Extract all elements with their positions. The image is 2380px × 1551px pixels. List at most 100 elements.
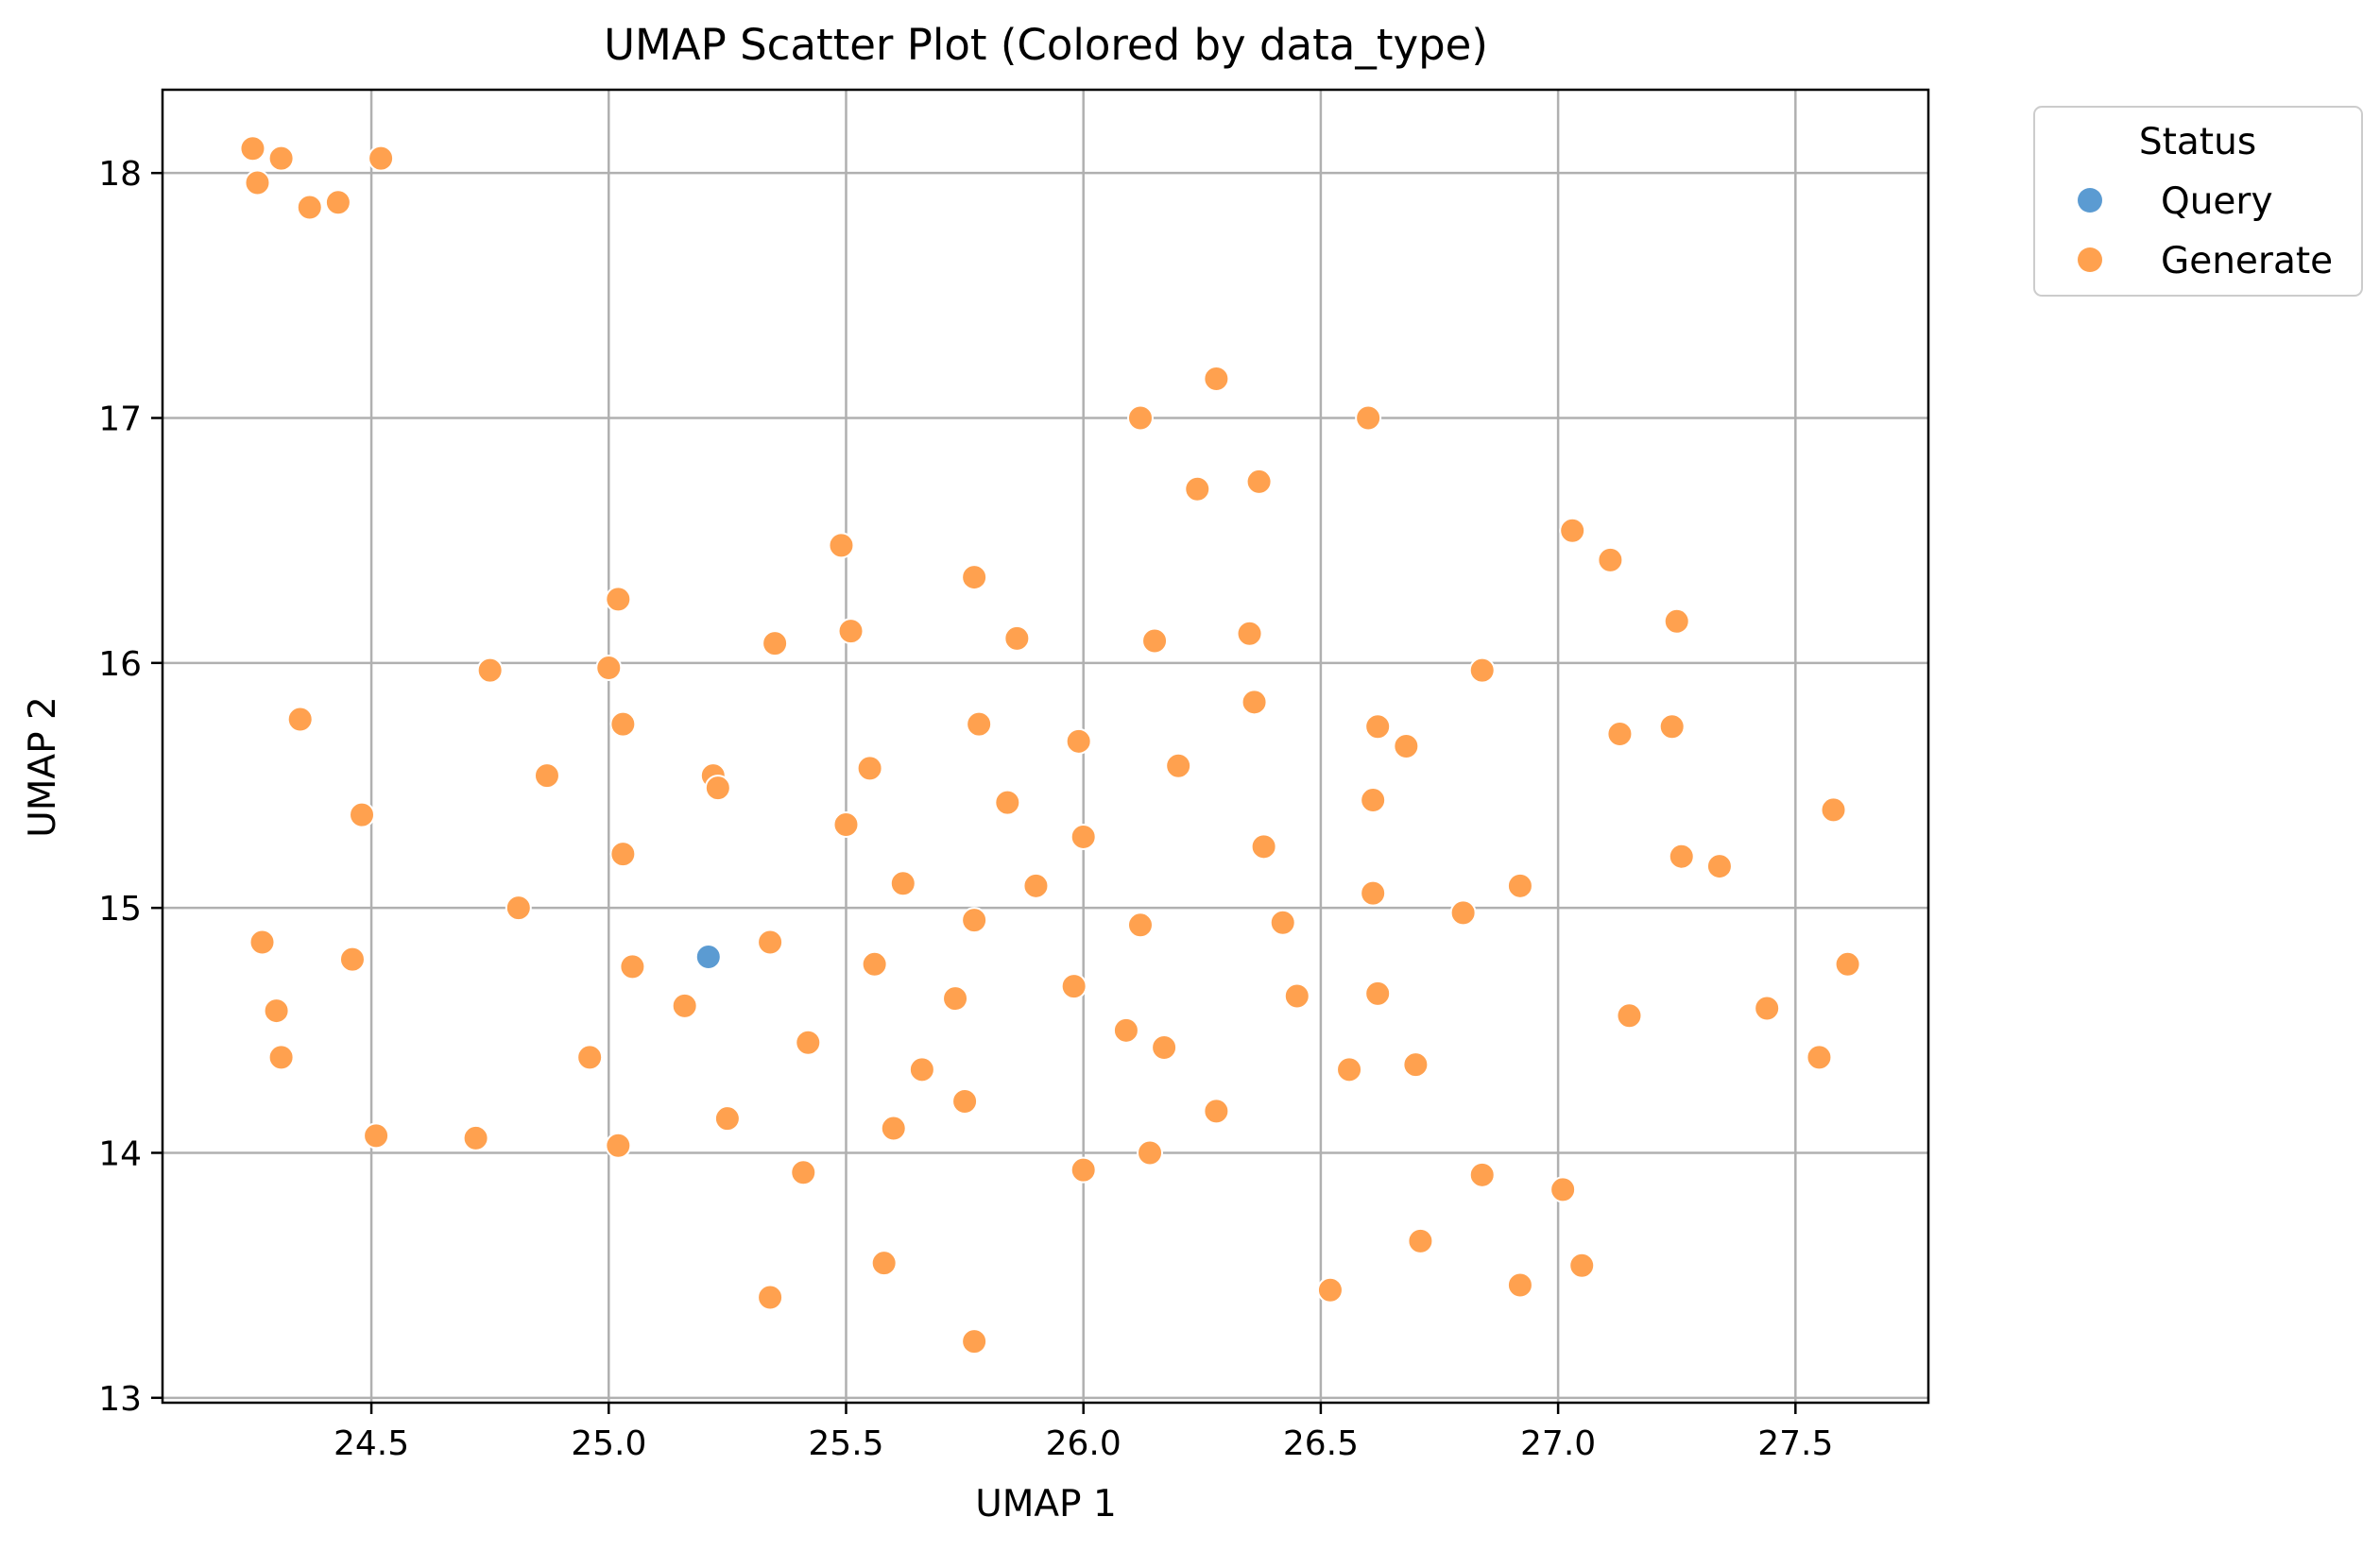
point-generate [462,1124,489,1151]
point-generate [1468,1161,1496,1188]
point-generate [837,618,865,645]
point-generate [1407,1227,1434,1254]
point-generate [762,630,789,657]
point-generate [1316,1276,1344,1304]
point-generate [576,1044,604,1071]
y-tick-label: 14 [98,1134,142,1173]
point-generate [870,1250,898,1277]
x-tick-label: 26.5 [1283,1424,1359,1463]
point-generate [349,801,376,828]
point-generate [1070,1156,1097,1184]
point-generate [1336,1056,1363,1083]
point-generate [1449,899,1477,927]
point-generate [757,929,784,956]
point-generate [1559,517,1586,544]
point-generate [296,194,323,221]
x-tick-label: 25.0 [571,1424,646,1463]
x-tick-label: 25.5 [808,1424,883,1463]
point-generate [994,789,1021,816]
point-generate [704,775,731,802]
point-generate [476,656,504,684]
point-generate [368,145,395,172]
point-generate [1269,909,1296,936]
data-points [239,135,1861,1355]
point-generate [1754,995,1781,1022]
point-query [694,944,722,971]
point-generate [605,586,632,613]
point-generate [828,532,855,559]
point-generate [1151,1033,1178,1061]
y-tick-label: 15 [98,890,142,929]
legend-marker-generate [2078,247,2102,272]
legend: Status Query Generate [2033,106,2363,297]
point-generate [1705,853,1733,880]
point-generate [263,997,290,1025]
point-generate [1203,1098,1230,1125]
point-generate [961,1328,988,1355]
point-generate [267,1044,295,1071]
point-generate [961,907,988,934]
point-generate [1003,624,1031,652]
point-generate [1364,713,1392,741]
point-generate [505,895,532,922]
point-generate [1550,1176,1577,1203]
point-generate [961,564,988,591]
point-generate [1658,713,1686,741]
point-generate [1393,733,1420,759]
point-generate [1355,404,1382,432]
point-generate [1126,912,1154,939]
plot-frame [161,88,1930,1405]
point-generate [908,1056,935,1083]
point-generate [1360,787,1387,814]
point-generate [1663,607,1690,635]
legend-marker-query [2078,188,2102,213]
point-generate [1236,620,1263,647]
point-generate [1402,1051,1430,1079]
point-generate [856,755,883,782]
point-generate [595,655,623,682]
legend-label-query: Query [2161,180,2273,223]
point-generate [1606,721,1634,748]
legend-title: Status [2139,121,2256,163]
point-generate [1616,1002,1643,1030]
point-generate [1184,475,1211,503]
axis-ticks: 24.5 25.0 25.5 26.0 26.5 27.0 27.5 13 14 15 16 17 18 [98,155,1833,1463]
point-generate [1668,843,1695,870]
point-generate [609,841,637,868]
point-generate [942,985,969,1013]
point-generate [239,135,266,162]
point-generate [1834,950,1861,978]
y-axis-label: UMAP 2 [22,696,64,838]
point-generate [1364,980,1392,1007]
point-generate [1360,879,1387,907]
point-generate [713,1105,741,1133]
point-generate [951,1088,979,1116]
point-generate [1820,796,1847,824]
point-generate [1137,1139,1164,1167]
point-generate [1203,366,1230,393]
point-generate [286,706,314,733]
point-generate [248,929,276,956]
point-generate [619,953,646,980]
y-tick-label: 17 [98,401,142,439]
x-tick-label: 27.5 [1757,1424,1833,1463]
point-generate [1126,404,1154,432]
point-generate [338,946,366,973]
point-generate [1506,1271,1533,1299]
point-generate [1112,1016,1139,1044]
point-generate [671,992,698,1019]
point-generate [1597,546,1624,573]
point-generate [605,1132,632,1159]
point-generate [1141,627,1169,655]
point-generate [363,1122,390,1150]
point-generate [1165,752,1192,779]
point-generate [609,710,637,738]
legend-box [2033,106,2363,297]
grid-lines [163,90,1928,1403]
point-generate [244,169,271,196]
point-generate [1065,727,1092,755]
point-generate [1468,656,1496,684]
x-tick-label: 26.0 [1046,1424,1122,1463]
point-generate [861,950,888,978]
